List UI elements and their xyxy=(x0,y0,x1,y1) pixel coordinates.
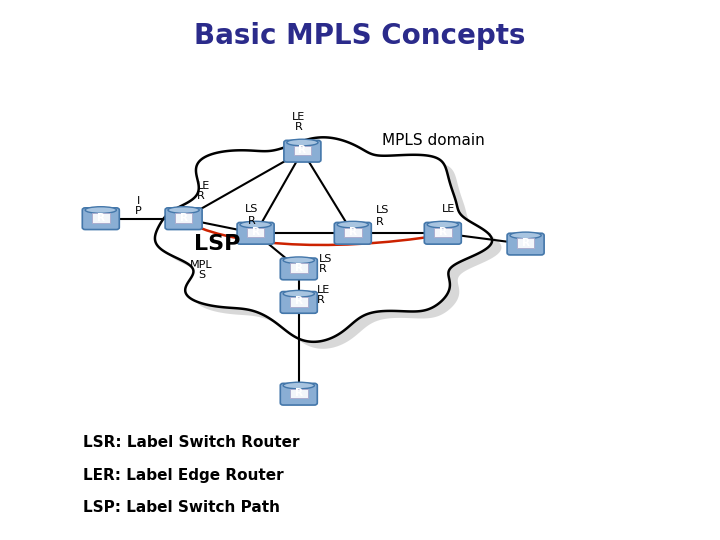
Text: MPL
S: MPL S xyxy=(190,260,213,280)
Text: LS
R: LS R xyxy=(319,254,333,274)
FancyBboxPatch shape xyxy=(165,208,202,230)
FancyBboxPatch shape xyxy=(82,208,120,230)
Text: R: R xyxy=(521,238,530,248)
FancyBboxPatch shape xyxy=(434,228,451,238)
Polygon shape xyxy=(164,144,501,349)
FancyBboxPatch shape xyxy=(517,239,534,248)
FancyBboxPatch shape xyxy=(507,233,544,255)
FancyBboxPatch shape xyxy=(247,228,264,238)
Text: LE
R: LE R xyxy=(317,285,330,305)
Ellipse shape xyxy=(168,207,199,213)
Text: LS: LS xyxy=(376,205,390,215)
FancyBboxPatch shape xyxy=(290,297,307,307)
FancyBboxPatch shape xyxy=(424,222,462,244)
Text: R: R xyxy=(298,145,307,155)
Ellipse shape xyxy=(240,221,271,228)
Ellipse shape xyxy=(427,221,459,228)
FancyBboxPatch shape xyxy=(344,228,361,238)
Ellipse shape xyxy=(283,382,315,389)
FancyBboxPatch shape xyxy=(294,146,311,156)
Text: R: R xyxy=(179,213,188,222)
Ellipse shape xyxy=(510,232,541,239)
FancyBboxPatch shape xyxy=(334,222,372,244)
Text: R: R xyxy=(96,213,105,222)
FancyBboxPatch shape xyxy=(280,292,318,313)
Text: R: R xyxy=(376,217,384,227)
Text: Basic MPLS Concepts: Basic MPLS Concepts xyxy=(194,22,526,50)
Ellipse shape xyxy=(283,257,315,264)
Text: R: R xyxy=(294,388,303,398)
Ellipse shape xyxy=(287,139,318,146)
FancyBboxPatch shape xyxy=(175,213,192,223)
Text: I
P: I P xyxy=(135,196,142,217)
Text: LSP: Label Switch Path: LSP: Label Switch Path xyxy=(83,500,280,515)
FancyBboxPatch shape xyxy=(237,222,274,244)
Text: LSP: LSP xyxy=(194,234,240,254)
Ellipse shape xyxy=(85,207,117,213)
FancyBboxPatch shape xyxy=(290,389,307,399)
Text: LER: Label Edge Router: LER: Label Edge Router xyxy=(83,468,284,483)
Text: LS: LS xyxy=(246,204,258,214)
Text: LE
R: LE R xyxy=(197,181,210,201)
FancyBboxPatch shape xyxy=(280,383,318,405)
Text: R: R xyxy=(294,263,303,273)
Text: R: R xyxy=(248,215,256,226)
Text: R: R xyxy=(294,296,303,306)
Text: MPLS domain: MPLS domain xyxy=(382,133,485,148)
FancyBboxPatch shape xyxy=(284,140,321,162)
FancyBboxPatch shape xyxy=(290,264,307,273)
FancyBboxPatch shape xyxy=(280,258,318,280)
FancyBboxPatch shape xyxy=(92,213,109,223)
Polygon shape xyxy=(155,137,492,342)
Ellipse shape xyxy=(283,291,315,297)
Text: R: R xyxy=(251,227,260,237)
Text: R: R xyxy=(348,227,357,237)
Text: LSR: Label Switch Router: LSR: Label Switch Router xyxy=(83,435,300,450)
Text: LE
R: LE R xyxy=(292,112,305,132)
Text: R: R xyxy=(438,227,447,237)
Text: LE: LE xyxy=(442,204,455,214)
Ellipse shape xyxy=(337,221,369,228)
